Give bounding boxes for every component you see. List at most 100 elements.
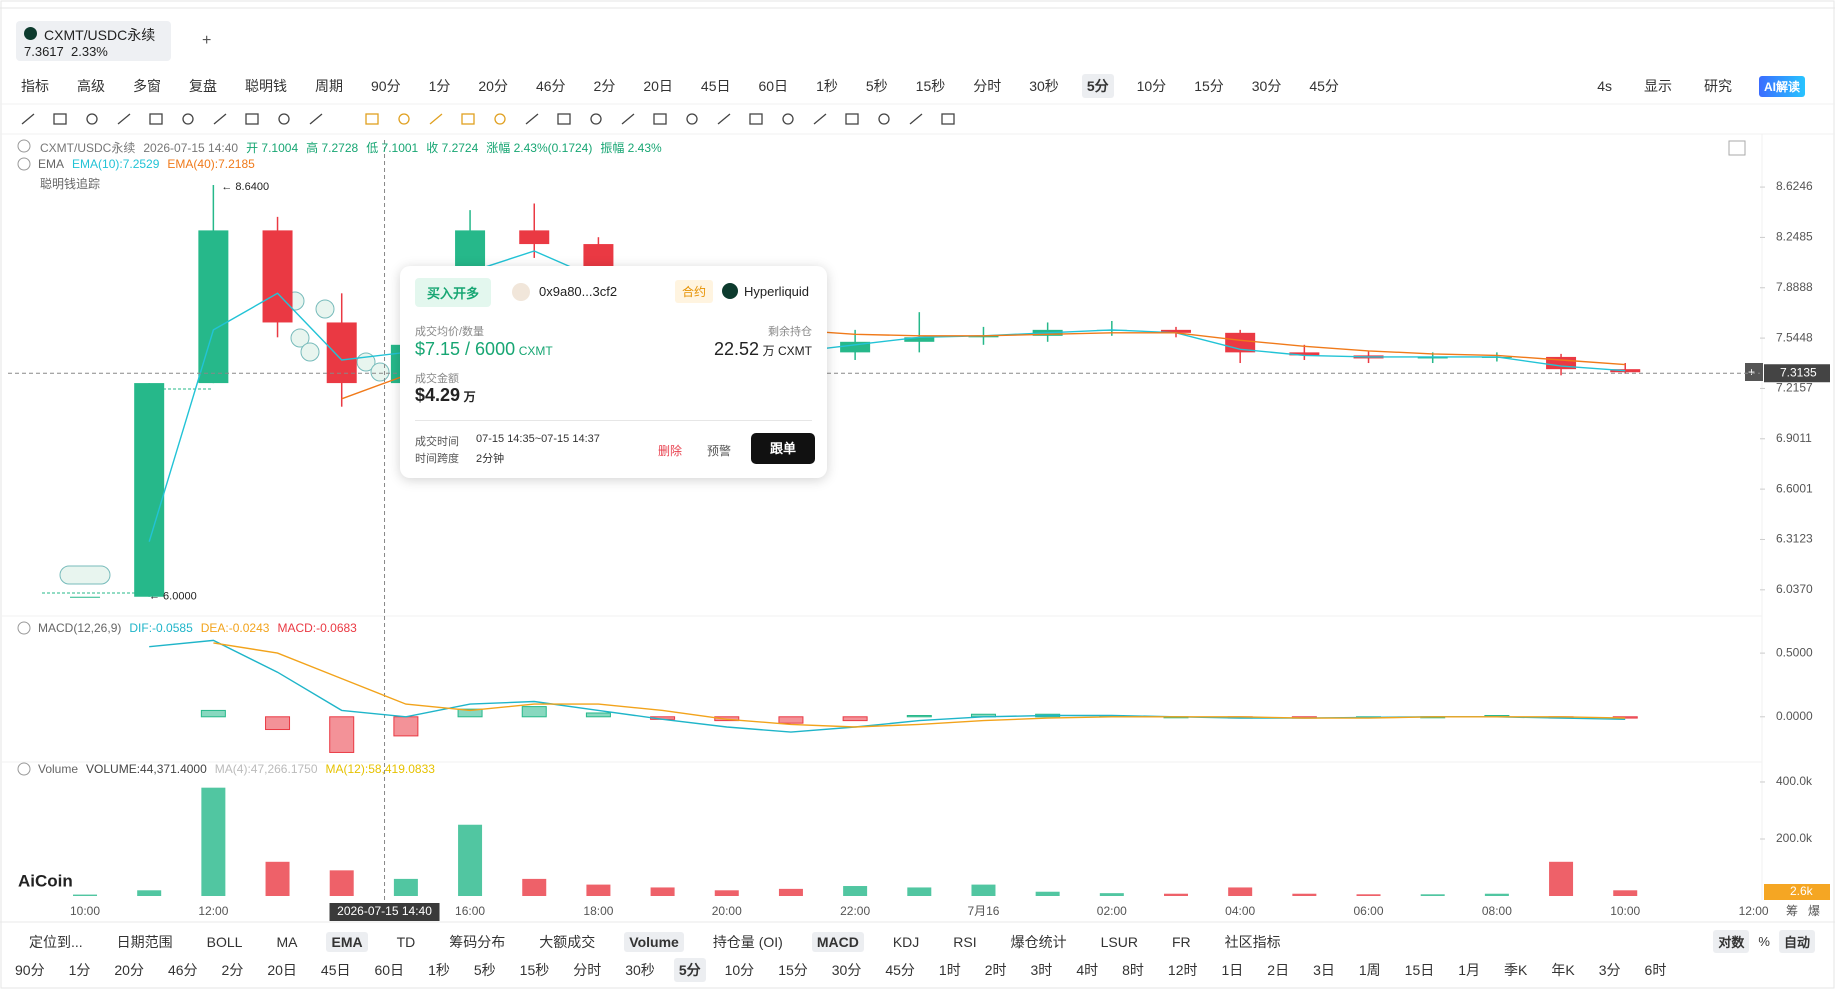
- toolbar-item[interactable]: 显示: [1643, 78, 1672, 94]
- tool-icon[interactable]: [245, 113, 259, 125]
- period-item[interactable]: 5秒: [473, 962, 496, 978]
- period-item[interactable]: 2时: [984, 962, 1007, 978]
- period-item[interactable]: 1分: [68, 962, 91, 978]
- indicator-item[interactable]: BOLL: [206, 934, 243, 950]
- indicator-item[interactable]: MACD: [811, 932, 864, 952]
- add-line-icon[interactable]: +: [1748, 365, 1755, 379]
- toolbar-item[interactable]: 多窗: [133, 78, 161, 94]
- tool-icon[interactable]: [749, 113, 763, 125]
- period-item[interactable]: 3时: [1030, 962, 1053, 978]
- indicator-item[interactable]: 爆仓统计: [1010, 934, 1067, 950]
- tool-icon[interactable]: [461, 113, 475, 125]
- tool-icon[interactable]: [590, 113, 602, 125]
- indicator-item[interactable]: 持仓量 (OI): [712, 934, 783, 950]
- period-item[interactable]: 1周: [1358, 962, 1381, 978]
- toolbar-item[interactable]: 1分: [428, 78, 451, 94]
- toolbar-item[interactable]: 5秒: [865, 78, 888, 94]
- period-item[interactable]: 8时: [1122, 962, 1144, 978]
- indicator-item[interactable]: 日期范围: [116, 934, 173, 950]
- tool-icon[interactable]: [621, 113, 635, 125]
- toolbar-item[interactable]: 45分: [1309, 78, 1339, 94]
- period-item[interactable]: 45分: [885, 962, 915, 978]
- axis-option[interactable]: 对数: [1713, 930, 1750, 953]
- axis-option[interactable]: 自动: [1778, 930, 1815, 953]
- follow-button[interactable]: 跟单: [751, 433, 815, 464]
- tool-icon[interactable]: [278, 113, 290, 125]
- toolbar-item[interactable]: 30分: [1251, 78, 1282, 94]
- toolbar-item[interactable]: AI解读: [1758, 75, 1805, 97]
- axis-option[interactable]: %: [1758, 934, 1770, 949]
- toolbar-item[interactable]: 60日: [758, 78, 789, 94]
- indicator-item[interactable]: KDJ: [892, 934, 920, 950]
- tool-icon[interactable]: [653, 113, 667, 125]
- toolbar-item[interactable]: 30秒: [1029, 78, 1059, 94]
- side-label[interactable]: 爆: [1808, 904, 1820, 918]
- tool-icon[interactable]: [686, 113, 698, 125]
- tool-icon[interactable]: [149, 113, 163, 125]
- indicator-item[interactable]: 定位到...: [29, 934, 83, 950]
- toolbar-item[interactable]: 90分: [371, 78, 401, 94]
- toolbar-item[interactable]: 聪明钱: [245, 78, 287, 94]
- add-tab[interactable]: +: [202, 32, 211, 49]
- period-item[interactable]: 46分: [167, 962, 198, 978]
- period-item[interactable]: 30秒: [625, 962, 655, 978]
- indicator-item[interactable]: LSUR: [1100, 934, 1138, 950]
- period-item[interactable]: 3分: [1598, 962, 1621, 978]
- toolbar-item[interactable]: 4s: [1597, 78, 1612, 94]
- toolbar-item[interactable]: 15分: [1194, 78, 1224, 94]
- period-item[interactable]: 30分: [831, 962, 862, 978]
- tool-icon[interactable]: [525, 113, 539, 125]
- period-item[interactable]: 20分: [114, 962, 144, 978]
- period-item[interactable]: 6时: [1644, 962, 1667, 978]
- indicator-item[interactable]: Volume: [624, 932, 684, 952]
- toolbar-item[interactable]: 指标: [21, 78, 49, 94]
- toolbar-item[interactable]: 分时: [973, 78, 1002, 94]
- tool-icon[interactable]: [309, 113, 323, 125]
- toolbar-item[interactable]: 研究: [1703, 78, 1732, 94]
- period-item[interactable]: 4时: [1076, 962, 1099, 978]
- period-item[interactable]: 1月: [1458, 962, 1481, 978]
- period-item[interactable]: 2分: [221, 962, 244, 978]
- toolbar-item[interactable]: 20分: [478, 78, 508, 94]
- tool-icon[interactable]: [557, 113, 571, 125]
- fullscreen-icon[interactable]: [1728, 140, 1746, 156]
- indicator-item[interactable]: MA: [276, 934, 298, 950]
- toolbar-item[interactable]: 20日: [643, 78, 673, 94]
- tool-icon[interactable]: [494, 113, 506, 125]
- period-item[interactable]: 1秒: [428, 962, 450, 978]
- indicator-item[interactable]: RSI: [953, 934, 977, 950]
- tool-icon[interactable]: [213, 113, 227, 125]
- period-item[interactable]: 15秒: [519, 962, 550, 978]
- indicator-item[interactable]: 社区指标: [1224, 934, 1281, 950]
- indicator-item[interactable]: 筹码分布: [449, 934, 506, 950]
- tool-icon[interactable]: [909, 113, 923, 125]
- delete-button[interactable]: 删除: [658, 444, 683, 458]
- toolbar-item[interactable]: 5分: [1081, 74, 1114, 98]
- period-item[interactable]: 3日: [1313, 962, 1335, 978]
- tool-icon[interactable]: [365, 113, 379, 125]
- toolbar-item[interactable]: 45日: [700, 78, 731, 94]
- toolbar-item[interactable]: 周期: [315, 78, 343, 94]
- tool-icon[interactable]: [878, 113, 890, 125]
- period-item[interactable]: 15日: [1404, 962, 1435, 978]
- indicator-item[interactable]: TD: [396, 934, 416, 950]
- period-item[interactable]: 12时: [1167, 962, 1198, 978]
- indicator-item[interactable]: EMA: [326, 932, 368, 952]
- period-item[interactable]: 20日: [267, 962, 297, 978]
- tool-icon[interactable]: [429, 113, 443, 125]
- toolbar-item[interactable]: 1秒: [816, 78, 838, 94]
- toolbar-item[interactable]: 高级: [77, 78, 105, 94]
- period-item[interactable]: 季K: [1504, 962, 1528, 978]
- alert-button[interactable]: 预警: [707, 444, 732, 458]
- period-item[interactable]: 2日: [1267, 962, 1290, 978]
- period-item[interactable]: 60日: [374, 962, 405, 978]
- tool-icon[interactable]: [813, 113, 827, 125]
- period-item[interactable]: 1日: [1221, 962, 1244, 978]
- toolbar-item[interactable]: 46分: [535, 78, 566, 94]
- period-item[interactable]: 年K: [1551, 962, 1575, 978]
- tool-icon[interactable]: [941, 113, 955, 125]
- period-item[interactable]: 45日: [320, 962, 351, 978]
- tool-icon[interactable]: [53, 113, 67, 125]
- period-item[interactable]: 分时: [573, 962, 602, 978]
- address[interactable]: 0x9a80...3cf2: [539, 284, 618, 299]
